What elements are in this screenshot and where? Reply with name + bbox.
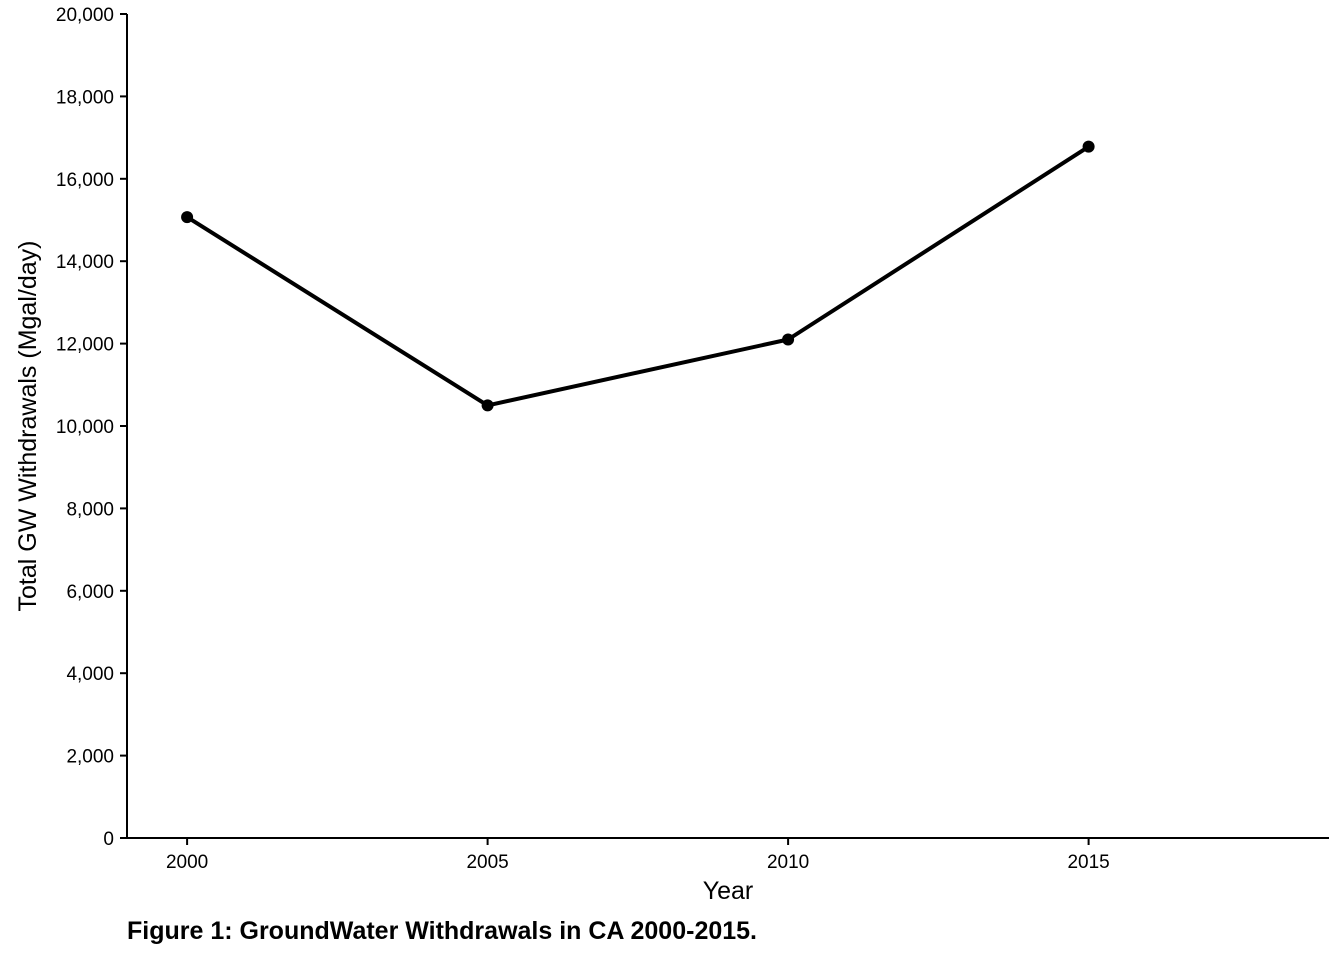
x-tick-label: 2005: [466, 852, 508, 873]
y-tick-label: 10,000: [56, 417, 114, 438]
series-line: [185, 144, 1091, 408]
y-tick-label: 18,000: [56, 87, 114, 108]
y-tick-label: 0: [103, 829, 114, 850]
x-axis-title: Year: [703, 877, 754, 905]
y-axis-ticks: 0 2,000 4,000 6,000 8,000 10,000 12,000 14,000 1…: [56, 5, 127, 850]
data-point: [782, 333, 795, 346]
x-axis-ticks: 2000 2005 2010 2015: [166, 838, 1110, 873]
x-tick-label: 2000: [166, 852, 208, 873]
series-layer: [181, 140, 1095, 412]
figure-caption: Figure 1: GroundWater Withdrawals in CA …: [127, 917, 758, 945]
y-tick-label: 14,000: [56, 252, 114, 273]
y-axis-title: Total GW Withdrawals (Mgal/day): [14, 241, 42, 612]
y-tick-label: 4,000: [66, 664, 114, 685]
y-tick-label: 2,000: [66, 747, 114, 768]
y-tick-label: 12,000: [56, 335, 114, 356]
x-tick-label: 2015: [1067, 852, 1109, 873]
y-tick-label: 16,000: [56, 170, 114, 191]
data-point: [1082, 140, 1095, 153]
x-tick-label: 2010: [767, 852, 809, 873]
data-point: [181, 211, 194, 224]
y-tick-label: 6,000: [66, 582, 114, 603]
y-tick-label: 8,000: [66, 499, 114, 520]
data-point: [481, 399, 494, 412]
y-tick-label: 20,000: [56, 5, 114, 26]
